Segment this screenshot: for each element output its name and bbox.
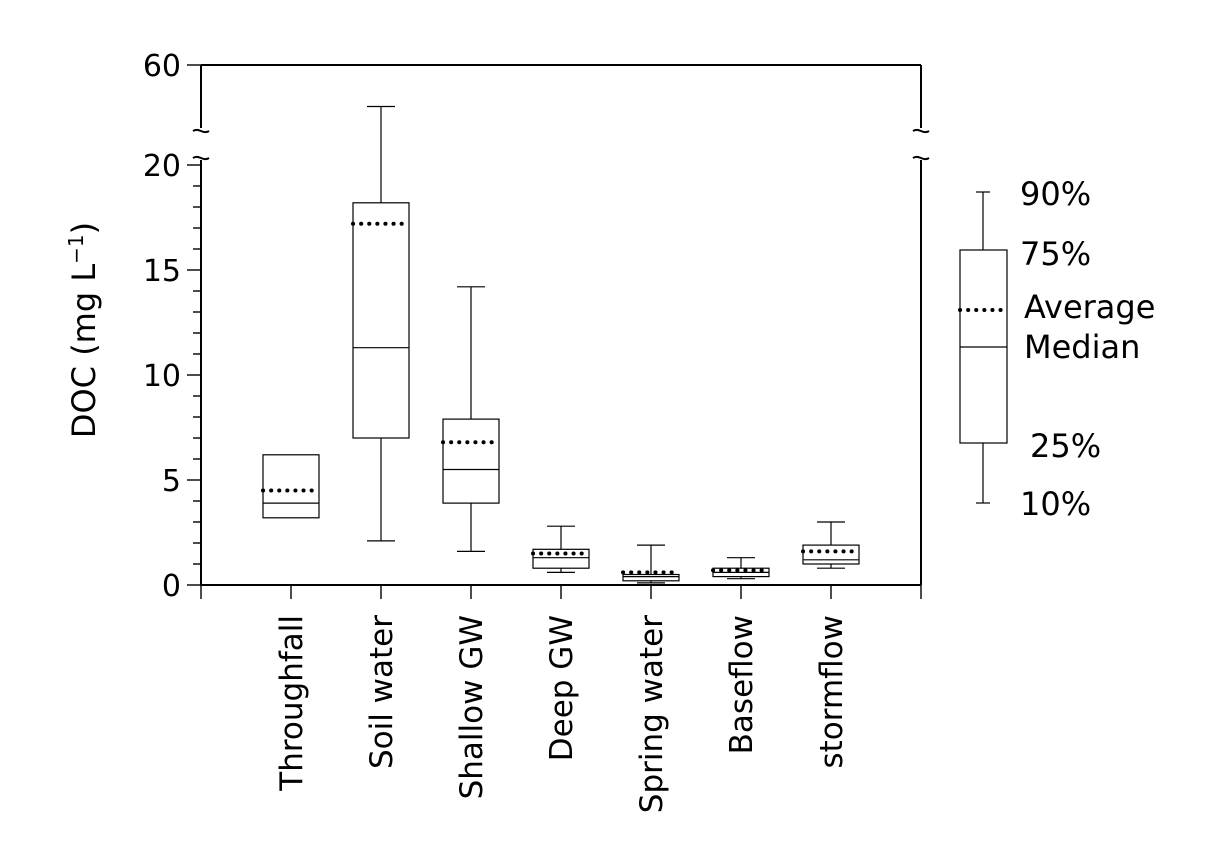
x-category-label: Soil water [364, 615, 400, 769]
legend-label-median: Median [1024, 328, 1140, 366]
y-tick-label: 0 [162, 569, 181, 604]
legend-label-p25: 25% [1030, 427, 1101, 465]
box-iqr [352, 202, 410, 439]
plot-frame [192, 64, 930, 586]
box-throughfall [261, 454, 321, 519]
legend-label-average: Average [1024, 288, 1155, 326]
y-axis-title-main: DOC (mg L [65, 264, 103, 438]
box-spring-water [621, 544, 681, 584]
legend-label-p10: 10% [1020, 485, 1091, 523]
legend-label-p90: 90% [1020, 175, 1091, 213]
axis-break-right-upper [912, 128, 930, 134]
x-category-label: Spring water [634, 615, 670, 813]
x-category-label: stormflow [814, 615, 850, 769]
y-axis-title-superscript: −1 [64, 234, 88, 263]
axis-break-right-lower [912, 155, 930, 161]
y-tick-label: 20 [143, 149, 181, 184]
box-baseflow [711, 557, 771, 580]
legend-label-p75: 75% [1020, 235, 1091, 273]
y-axis-title-close: ) [65, 222, 103, 234]
axis-break-left-lower [192, 155, 210, 161]
y-tick-label: 10 [143, 359, 181, 394]
box-shallow-gw [441, 286, 501, 553]
box-iqr [262, 454, 320, 519]
y-tick-label: 60 [143, 49, 181, 84]
x-axis-category-labels: Throughfall Soil water Shallow GW Deep GW Sp… [274, 615, 850, 813]
box-iqr [532, 548, 590, 569]
axis-break-left-upper [192, 128, 210, 134]
y-axis-ticks: 0 5 10 15 20 60 [143, 49, 201, 604]
y-tick-label: 5 [162, 464, 181, 499]
box-iqr [622, 573, 680, 582]
legend: 90% 75% Average Median 25% 10% [958, 175, 1155, 523]
box-iqr [442, 418, 500, 504]
box-stormflow [801, 521, 861, 569]
x-category-label: Shallow GW [454, 615, 490, 799]
x-category-label: Baseflow [724, 615, 760, 754]
y-tick-label: 15 [143, 254, 181, 289]
x-category-label: Deep GW [544, 615, 580, 761]
box-series [200, 105, 922, 599]
box-soil-water [351, 105, 411, 542]
box-deep-gw [531, 525, 591, 574]
x-category-label: Throughfall [274, 615, 310, 792]
y-axis-title: DOC (mg L−1) [64, 222, 103, 438]
box-iqr [802, 544, 860, 565]
